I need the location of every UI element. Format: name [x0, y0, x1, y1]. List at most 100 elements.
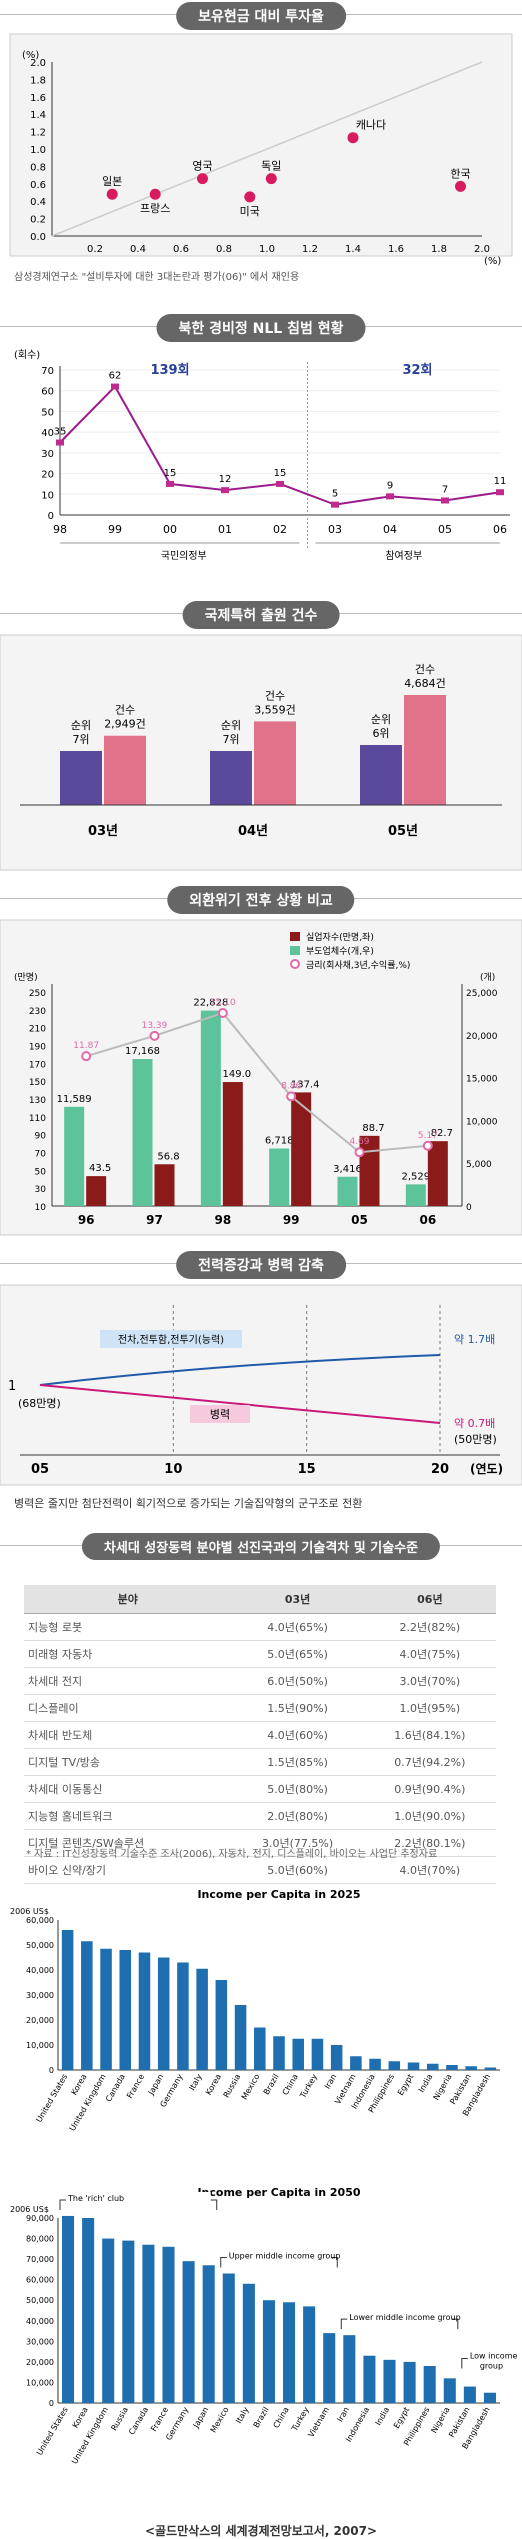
x-tick-label: India: [374, 2405, 392, 2427]
x-tick-label: 99: [283, 1213, 300, 1227]
x-tick-label: 02: [273, 523, 287, 536]
x-tick-label: 05: [438, 523, 452, 536]
y-tick-label: 10: [41, 490, 54, 501]
bankruptcy-bar: [405, 1184, 426, 1206]
rank-bar: [210, 751, 252, 805]
table-cell: 4.0년(75%): [363, 1640, 496, 1668]
bankruptcy-bar: [64, 1106, 85, 1206]
y-tick-label: 40: [41, 428, 54, 439]
income-2025-chart: Income per Capita in 2025 2006 US$60,000 5…: [10, 1888, 500, 2133]
rate-point: [149, 1030, 160, 1041]
rate-point: [81, 1051, 92, 1062]
y-tick-label: 10,000: [26, 2378, 54, 2387]
bar: [242, 2283, 255, 2403]
data-label: 43.5: [89, 1163, 111, 1174]
x-tick-label: 1.2: [302, 244, 318, 255]
count-label: 2,949건: [104, 718, 146, 731]
y-tick-label: 90: [35, 1132, 47, 1142]
investment-chart: (%)2.01.81.61.41.21.00.80.60.40.20.00.2 0…: [9, 33, 513, 267]
bar: [215, 1980, 228, 2070]
x-tick-label: 06: [493, 523, 507, 536]
y-tick-label: 1.8: [30, 75, 46, 86]
x-axis-label: (%): [484, 256, 501, 267]
y-tick-label: 0.4: [30, 197, 46, 208]
y-tick-label: 0: [48, 511, 54, 522]
table-row: 차세대 반도체 4.0년(60%) 1.6년(84.1%): [24, 1721, 496, 1749]
group-label: Upper middle income group: [229, 2252, 341, 2261]
data-label: 62: [109, 371, 122, 382]
data-point: [244, 191, 256, 203]
table-cell: 1.5년(90%): [231, 1694, 364, 1722]
section-title: 국제특허 출원 건수: [182, 601, 340, 629]
y-tick-label: 10: [35, 1203, 47, 1213]
data-label: 11: [494, 476, 507, 487]
count-label: 건수: [415, 663, 435, 676]
x-tick-label: 10: [164, 1462, 182, 1477]
x-tick-label: 2.0: [474, 244, 490, 255]
bar: [62, 2215, 75, 2403]
x-tick-label: 03년: [88, 824, 118, 839]
y-tick-label: 50: [41, 407, 54, 418]
x-tick-label: 03: [328, 523, 342, 536]
table-cell: 5.0년(80%): [231, 1775, 364, 1803]
rate-point: [422, 1140, 433, 1151]
y-tick-label: 70: [41, 366, 54, 377]
table-cell: 4.0년(65%): [231, 1613, 364, 1641]
table-cell: 디스플레이: [24, 1694, 232, 1722]
x-tick-label: Nigeria: [429, 2405, 451, 2434]
x-tick-label: Egypt: [392, 2406, 411, 2430]
table-cell: 디지털 콘텐츠/SW솔루션: [24, 1829, 232, 1857]
bar: [311, 2038, 324, 2070]
x-tick-label: 05년: [388, 824, 418, 839]
bankruptcy-bar: [132, 1059, 153, 1206]
bar: [196, 1968, 208, 2070]
bar: [100, 1948, 112, 2070]
table-cell: 차세대 반도체: [24, 1721, 232, 1749]
series-label: 전차,전투함,전투기(능력): [118, 1334, 224, 1346]
bar: [383, 2359, 396, 2403]
bar: [182, 2261, 195, 2403]
bar: [262, 2300, 275, 2403]
table-row: 차세대 이동통신 5.0년(80%) 0.9년(90.4%): [24, 1775, 496, 1803]
rate-label: 4.69: [349, 1137, 369, 1147]
bar: [423, 2366, 436, 2403]
y-tick-label: 50,000: [26, 2296, 54, 2305]
bar: [142, 2244, 155, 2403]
caption: 병력은 줄지만 첨단전력이 획기적으로 증가되는 기술집약형의 군구조로 전환: [14, 1497, 363, 1510]
bar: [292, 2038, 304, 2070]
x-tick-label: China: [281, 2072, 300, 2096]
y-tick-label: 15,000: [466, 1075, 498, 1085]
bar: [350, 2056, 362, 2070]
bar: [138, 1952, 151, 2070]
data-point: [111, 383, 119, 390]
y-tick-label: 10,000: [26, 2041, 54, 2050]
source-note: 삼성경제연구소 "설비투자에 대한 3대논란과 평가(06)" 에서 재인용: [14, 272, 300, 283]
table-cell: 3.0년(77.5%): [231, 1829, 364, 1857]
bar: [463, 2386, 476, 2403]
x-tick-label: China: [272, 2405, 291, 2429]
y-tick-label: 0: [49, 2066, 54, 2075]
y-tick-label: 30: [41, 449, 54, 460]
x-tick-label: 0.8: [216, 244, 232, 255]
legend-swatch: [290, 946, 300, 955]
group-label-bg: [66, 2191, 211, 2203]
y-tick-label: 130: [29, 1096, 46, 1106]
x-tick-label: 06: [419, 1213, 436, 1227]
column-header: 06년: [363, 1585, 496, 1614]
y-tick-label: 20,000: [466, 1032, 498, 1042]
rank-label: 7위: [222, 733, 239, 746]
table-row: 차세대 전지 6.0년(50%) 3.0년(70%): [24, 1667, 496, 1695]
period-label: 참여정부: [385, 550, 422, 562]
y-tick-label: 30: [35, 1185, 47, 1195]
bar: [82, 2218, 95, 2403]
data-point: [496, 489, 504, 496]
end-label: 약 1.7배: [454, 1332, 495, 1346]
column-header: 03년: [231, 1585, 364, 1614]
y-tick-label: 70,000: [26, 2255, 54, 2264]
x-tick-label: Mexico: [209, 2405, 231, 2434]
point-label: 미국: [240, 205, 260, 218]
x-tick-label: 97: [146, 1213, 163, 1227]
annotation-label: 32회: [402, 362, 432, 378]
y-tick-label: 25,000: [466, 989, 498, 999]
military-chart: 05 10 15 20 (연도) 1(68만명) 전차,전투함,전투기(능력) 병력 약 1.7…: [0, 1284, 522, 1486]
